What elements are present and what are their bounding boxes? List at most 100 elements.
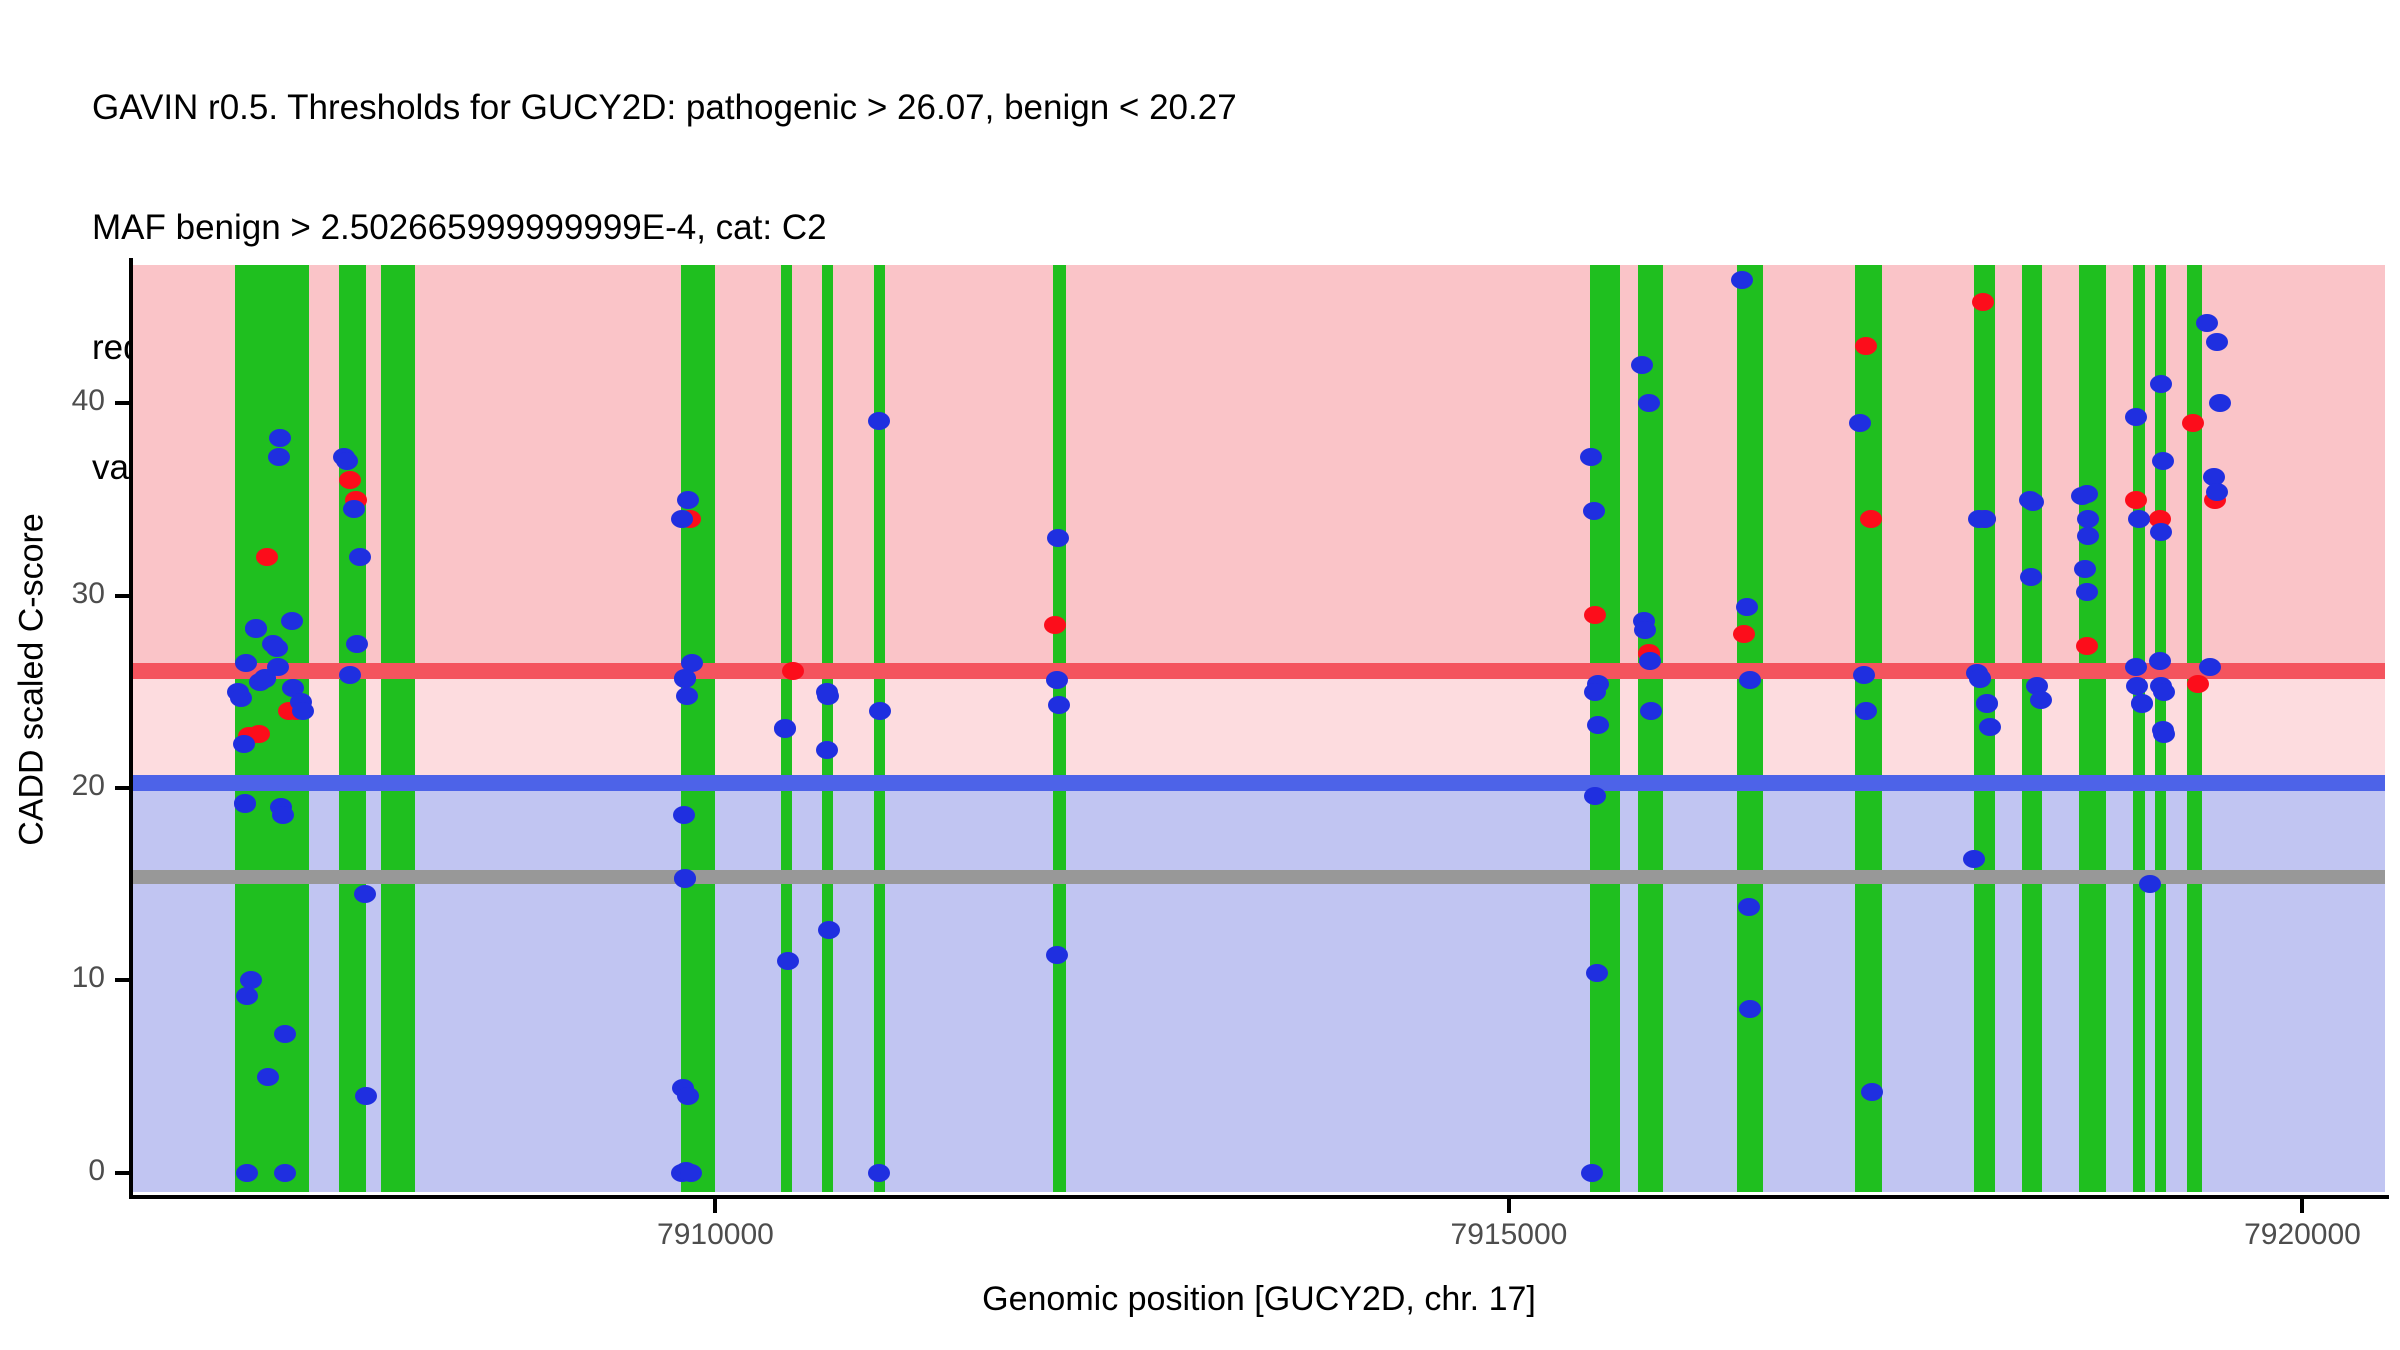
- gnomad-variant-point: [2075, 582, 2098, 601]
- gnomad-variant-point: [1739, 1000, 1762, 1019]
- clinvar-variant-point: [339, 471, 362, 490]
- gnomad-variant-point: [1046, 946, 1069, 965]
- gnomad-variant-point: [2205, 482, 2228, 501]
- exon-bar: [874, 265, 886, 1192]
- y-tick-label: 40: [71, 384, 105, 418]
- gnomad-variant-point: [671, 509, 694, 528]
- gnomad-variant-point: [342, 500, 365, 519]
- gnomad-variant-point: [2196, 313, 2219, 332]
- clinvar-variant-point: [2075, 636, 2098, 655]
- gnomad-variant-point: [675, 686, 698, 705]
- exon-bar: [339, 265, 367, 1192]
- title-line-2: MAF benign > 2.502665999999999E-4, cat: …: [92, 208, 827, 247]
- clinvar-variant-point: [1732, 625, 1755, 644]
- exon-bar: [1637, 265, 1663, 1192]
- gnomad-variant-point: [2139, 875, 2162, 894]
- exon-bar: [2132, 265, 2146, 1192]
- y-tick-mark: [115, 401, 129, 406]
- y-tick-label: 20: [71, 769, 105, 803]
- threshold-line-pathogenic: [133, 663, 2385, 680]
- gnomad-variant-point: [2074, 559, 2097, 578]
- gnomad-variant-point: [336, 452, 359, 471]
- gnomad-variant-point: [1737, 898, 1760, 917]
- clinvar-variant-point: [1855, 336, 1878, 355]
- gnomad-variant-point: [1584, 682, 1607, 701]
- gnomad-variant-point: [1048, 696, 1071, 715]
- clinvar-variant-point: [1972, 292, 1995, 311]
- y-tick-label: 0: [88, 1153, 105, 1187]
- gnomad-variant-point: [2153, 725, 2176, 744]
- x-axis-title: Genomic position [GUCY2D, chr. 17]: [982, 1280, 1536, 1318]
- gnomad-variant-point: [233, 734, 256, 753]
- clinvar-variant-point: [256, 548, 279, 567]
- band-pathogenic: [133, 265, 2385, 672]
- gnomad-variant-point: [233, 794, 256, 813]
- clinvar-variant-point: [1583, 606, 1606, 625]
- gnomad-variant-point: [817, 921, 840, 940]
- gnomad-variant-point: [274, 1163, 297, 1182]
- gnomad-variant-point: [674, 669, 697, 688]
- y-axis-line: [129, 258, 133, 1199]
- x-tick-label: 7920000: [2244, 1218, 2361, 1251]
- gnomad-variant-point: [680, 654, 703, 673]
- y-tick-mark: [115, 593, 129, 598]
- gnomad-variant-point: [2131, 694, 2154, 713]
- gnomad-variant-point: [1586, 715, 1609, 734]
- y-tick-mark: [115, 978, 129, 983]
- exon-bar: [2078, 265, 2106, 1192]
- clinvar-variant-point: [782, 661, 805, 680]
- gnomad-variant-point: [1580, 448, 1603, 467]
- gnomad-variant-point: [256, 1067, 279, 1086]
- exon-bar: [380, 265, 416, 1192]
- gnomad-variant-point: [869, 702, 892, 721]
- gnomad-variant-point: [774, 719, 797, 738]
- gnomad-variant-point: [1581, 1163, 1604, 1182]
- gnomad-variant-point: [2020, 567, 2043, 586]
- gnomad-variant-point: [1586, 963, 1609, 982]
- gnomad-variant-point: [1969, 669, 1992, 688]
- gnomad-variant-point: [1631, 355, 1654, 375]
- y-tick-label: 30: [71, 576, 105, 610]
- gnomad-variant-point: [234, 654, 257, 673]
- exon-bar: [2021, 265, 2043, 1192]
- gnomad-variant-point: [2150, 375, 2173, 394]
- clinvar-variant-point: [2181, 413, 2204, 432]
- gnomad-variant-point: [1978, 717, 2001, 736]
- exon-bar: [680, 265, 716, 1192]
- gnomad-variant-point: [1582, 502, 1605, 521]
- gnomad-variant-point: [1855, 702, 1878, 721]
- x-tick-mark: [713, 1199, 718, 1213]
- exon-bar: [1053, 265, 1067, 1192]
- exon-bar: [821, 265, 833, 1192]
- gnomad-variant-point: [2075, 484, 2098, 503]
- clinvar-variant-point: [2124, 490, 2147, 509]
- gnomad-variant-point: [1639, 702, 1662, 721]
- exon-bar: [2186, 265, 2203, 1192]
- gnomad-variant-point: [273, 1025, 296, 1044]
- gnomad-variant-point: [777, 952, 800, 971]
- gnomad-variant-point: [1047, 529, 1070, 548]
- gnomad-variant-point: [345, 634, 368, 653]
- gnomad-variant-point: [1975, 694, 1998, 713]
- gnomad-variant-point: [2202, 467, 2225, 486]
- gnomad-variant-point: [867, 1163, 890, 1182]
- gnomad-variant-point: [674, 869, 697, 888]
- band-ambiguous: [133, 671, 2385, 783]
- gnomad-variant-point: [236, 986, 259, 1005]
- gnomad-variant-point: [1974, 509, 1997, 528]
- gnomad-variant-point: [2205, 332, 2228, 351]
- gnomad-variant-point: [353, 884, 376, 903]
- gnomad-variant-point: [1736, 598, 1758, 617]
- y-axis-title: CADD scaled C-score: [12, 513, 51, 846]
- y-tick-label: 10: [71, 961, 105, 995]
- gnomad-variant-point: [244, 619, 267, 638]
- gnomad-variant-point: [2126, 677, 2149, 696]
- gnomad-variant-point: [2151, 452, 2174, 471]
- gnomad-variant-point: [2150, 523, 2173, 542]
- gnomad-variant-point: [2124, 407, 2147, 426]
- gnomad-variant-point: [291, 702, 314, 721]
- gnomad-variant-point: [2077, 509, 2100, 528]
- gnomad-variant-point: [2029, 690, 2052, 709]
- gnomad-variant-point: [355, 1086, 378, 1105]
